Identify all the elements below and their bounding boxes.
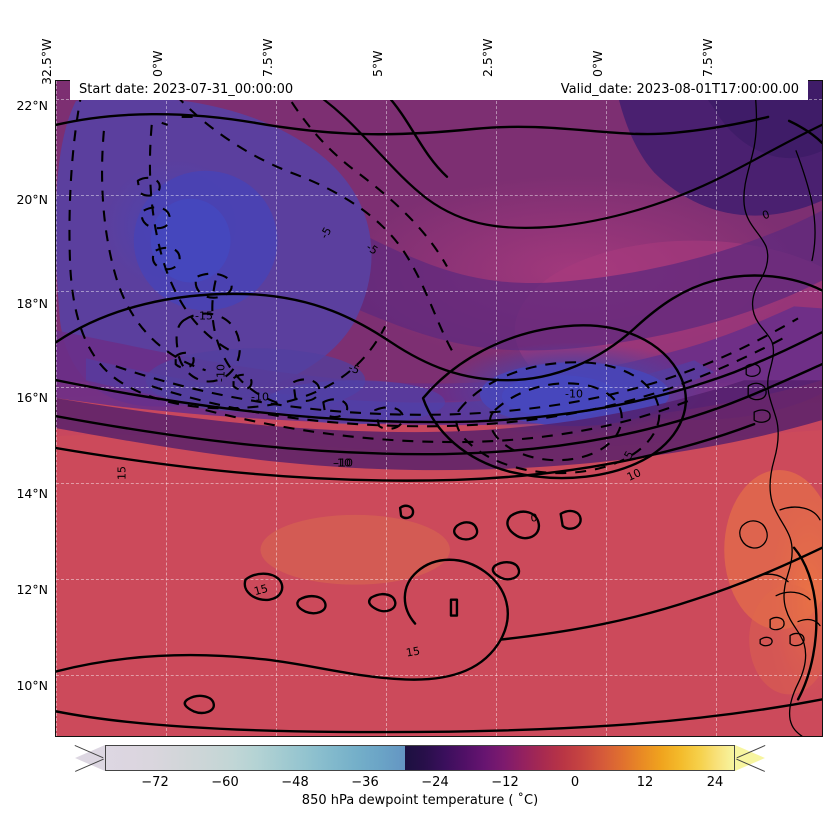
contour-label: 0 <box>530 511 538 525</box>
contour-label: 15 <box>252 581 270 599</box>
colorbar-tick: −60 <box>211 775 239 790</box>
contour-label: -15 <box>195 309 213 323</box>
contour-label: 15 <box>404 644 422 660</box>
map-plot-area[interactable]: -15-10-10-10-10-10-5-5-50051015151515151… <box>55 80 823 737</box>
colorbar-tick: 12 <box>636 775 654 790</box>
colorbar-tick: −12 <box>491 775 519 790</box>
contour-label: -10 <box>565 387 583 401</box>
contour-label: 10 <box>624 466 644 484</box>
y-tick-label: 10°N <box>16 678 48 693</box>
y-tick-label: 14°N <box>16 486 48 501</box>
y-tick-label: 20°N <box>16 192 48 207</box>
negative-contour-lines <box>68 84 799 475</box>
x-tick-label: 32.5°W <box>39 38 54 85</box>
contour-label: -10 <box>333 456 351 470</box>
date-title-bar: Start date: 2023-07-31_00:00:00 Valid_da… <box>70 78 808 100</box>
colorbar-tick: −72 <box>141 775 169 790</box>
contour-label: -10 <box>214 364 228 382</box>
positive-contour-lines <box>56 85 822 734</box>
contour-label: -5 <box>346 361 362 377</box>
contour-label: -10 <box>251 390 269 404</box>
colorbar-tick: −48 <box>281 775 309 790</box>
contour-label: 15 <box>115 466 129 480</box>
contour-label: 5 <box>621 448 637 462</box>
y-tick-label: 22°N <box>16 98 48 113</box>
y-tick-label: 12°N <box>16 582 48 597</box>
valid-date-label: Valid_date: 2023-08-01T17:00:00.00 <box>560 81 799 97</box>
colorbar-tick: −24 <box>421 775 449 790</box>
contour-label-layer: -15-10-10-10-10-10-5-5-50051015151515151… <box>56 81 822 736</box>
coastline-overlay <box>739 81 821 736</box>
contour-label: -10 <box>335 456 353 470</box>
colorbar-min-extend-arrow <box>75 745 105 771</box>
colorbar-tick: 24 <box>706 775 724 790</box>
y-tick-label: 16°N <box>16 390 48 405</box>
contour-label: -5 <box>363 240 381 258</box>
colorbar[interactable]: −72 −60 −48 −36 −24 −12 0 12 24 850 hPa … <box>74 745 766 808</box>
colorbar-gradient-warm <box>405 745 735 771</box>
colorbar-tick: −36 <box>351 775 379 790</box>
colorbar-max-extend-arrow <box>735 745 765 771</box>
contour-label: -5 <box>317 225 335 241</box>
y-tick-label: 18°N <box>16 296 48 311</box>
colorbar-tick: 0 <box>570 775 580 790</box>
start-date-label: Start date: 2023-07-31_00:00:00 <box>79 81 294 97</box>
contour-label: 0 <box>760 207 772 223</box>
colorbar-axis-label: 850 hPa dewpoint temperature ( ˚C) <box>301 793 539 808</box>
